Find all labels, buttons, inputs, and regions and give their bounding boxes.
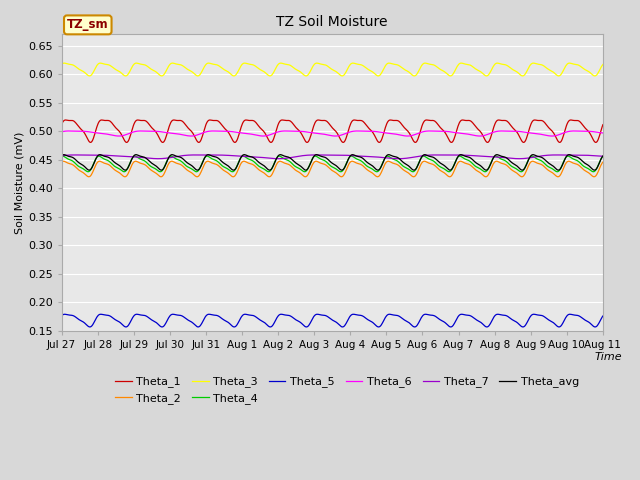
Line: Theta_1: Theta_1 bbox=[61, 120, 603, 143]
Theta_avg bbox=[388, 153, 396, 158]
Theta_6 bbox=[137, 128, 145, 134]
Theta_3 bbox=[372, 72, 380, 78]
Theta_7 bbox=[92, 152, 99, 158]
Theta_6 bbox=[525, 130, 533, 136]
Line: Theta_3: Theta_3 bbox=[61, 63, 603, 76]
Theta_3 bbox=[469, 64, 477, 70]
Theta_3 bbox=[58, 61, 65, 67]
Theta_2 bbox=[468, 164, 476, 169]
Theta_3 bbox=[403, 68, 411, 74]
Theta_2 bbox=[493, 158, 500, 164]
X-axis label: Time: Time bbox=[595, 351, 622, 361]
Theta_6 bbox=[374, 129, 381, 134]
Theta_1 bbox=[403, 128, 411, 133]
Theta_avg bbox=[276, 152, 284, 157]
Theta_1 bbox=[525, 127, 533, 132]
Theta_3 bbox=[92, 65, 99, 71]
Theta_6 bbox=[91, 130, 99, 135]
Theta_5 bbox=[58, 313, 65, 319]
Theta_7 bbox=[388, 156, 396, 161]
Theta_2 bbox=[387, 159, 394, 165]
Theta_7 bbox=[71, 152, 79, 158]
Theta_3 bbox=[60, 60, 68, 66]
Title: TZ Soil Moisture: TZ Soil Moisture bbox=[276, 15, 388, 29]
Theta_2 bbox=[91, 164, 99, 170]
Theta_2 bbox=[599, 159, 607, 165]
Theta_5 bbox=[372, 323, 380, 328]
Theta_4 bbox=[374, 169, 381, 175]
Theta_5 bbox=[387, 312, 395, 317]
Legend: Theta_1, Theta_2, Theta_3, Theta_4, Theta_5, Theta_6, Theta_7, Theta_avg: Theta_1, Theta_2, Theta_3, Theta_4, Thet… bbox=[111, 372, 583, 408]
Theta_4 bbox=[525, 156, 533, 161]
Theta_4 bbox=[58, 154, 65, 159]
Theta_6 bbox=[470, 132, 477, 138]
Theta_avg bbox=[599, 153, 607, 159]
Theta_4 bbox=[470, 162, 477, 168]
Theta_avg bbox=[525, 156, 533, 162]
Theta_6 bbox=[404, 133, 412, 139]
Theta_2 bbox=[590, 174, 598, 180]
Theta_4 bbox=[91, 158, 99, 164]
Theta_3 bbox=[387, 60, 395, 66]
Theta_1 bbox=[372, 137, 380, 143]
Theta_2 bbox=[525, 163, 532, 169]
Theta_4 bbox=[404, 166, 412, 171]
Y-axis label: Soil Moisture (mV): Soil Moisture (mV) bbox=[15, 132, 25, 234]
Theta_7 bbox=[470, 153, 477, 158]
Theta_1 bbox=[469, 120, 477, 126]
Theta_3 bbox=[525, 65, 532, 71]
Theta_5 bbox=[519, 324, 527, 330]
Theta_avg bbox=[470, 158, 477, 164]
Theta_7 bbox=[374, 154, 381, 160]
Theta_7 bbox=[275, 156, 282, 162]
Theta_5 bbox=[91, 318, 99, 324]
Theta_4 bbox=[193, 169, 200, 175]
Theta_2 bbox=[372, 173, 380, 179]
Theta_4 bbox=[599, 154, 607, 159]
Theta_4 bbox=[388, 156, 396, 161]
Line: Theta_6: Theta_6 bbox=[61, 131, 603, 136]
Theta_5 bbox=[469, 314, 477, 320]
Theta_avg bbox=[58, 153, 65, 159]
Theta_2 bbox=[58, 159, 65, 165]
Theta_6 bbox=[58, 129, 65, 135]
Line: Theta_avg: Theta_avg bbox=[61, 155, 603, 170]
Theta_1 bbox=[92, 129, 99, 134]
Theta_6 bbox=[187, 133, 195, 139]
Theta_5 bbox=[386, 312, 394, 317]
Theta_4 bbox=[95, 153, 102, 159]
Theta_1 bbox=[520, 140, 527, 145]
Line: Theta_7: Theta_7 bbox=[61, 155, 603, 159]
Theta_7 bbox=[404, 155, 412, 161]
Theta_3 bbox=[599, 61, 607, 67]
Line: Theta_5: Theta_5 bbox=[61, 314, 603, 327]
Theta_avg bbox=[374, 167, 381, 173]
Line: Theta_2: Theta_2 bbox=[61, 161, 603, 177]
Theta_avg bbox=[122, 167, 129, 173]
Theta_6 bbox=[388, 131, 396, 136]
Theta_7 bbox=[599, 154, 607, 159]
Theta_1 bbox=[62, 117, 70, 123]
Theta_1 bbox=[58, 122, 65, 128]
Line: Theta_4: Theta_4 bbox=[61, 156, 603, 172]
Theta_5 bbox=[599, 313, 607, 319]
Theta_2 bbox=[403, 169, 410, 175]
Theta_6 bbox=[599, 130, 607, 136]
Theta_5 bbox=[525, 316, 533, 322]
Theta_5 bbox=[403, 319, 411, 324]
Theta_avg bbox=[91, 158, 99, 164]
Theta_1 bbox=[599, 122, 607, 128]
Theta_3 bbox=[591, 73, 598, 79]
Text: TZ_sm: TZ_sm bbox=[67, 18, 109, 31]
Theta_1 bbox=[387, 117, 395, 123]
Theta_avg bbox=[404, 162, 412, 168]
Theta_7 bbox=[525, 155, 533, 161]
Theta_7 bbox=[58, 153, 65, 158]
